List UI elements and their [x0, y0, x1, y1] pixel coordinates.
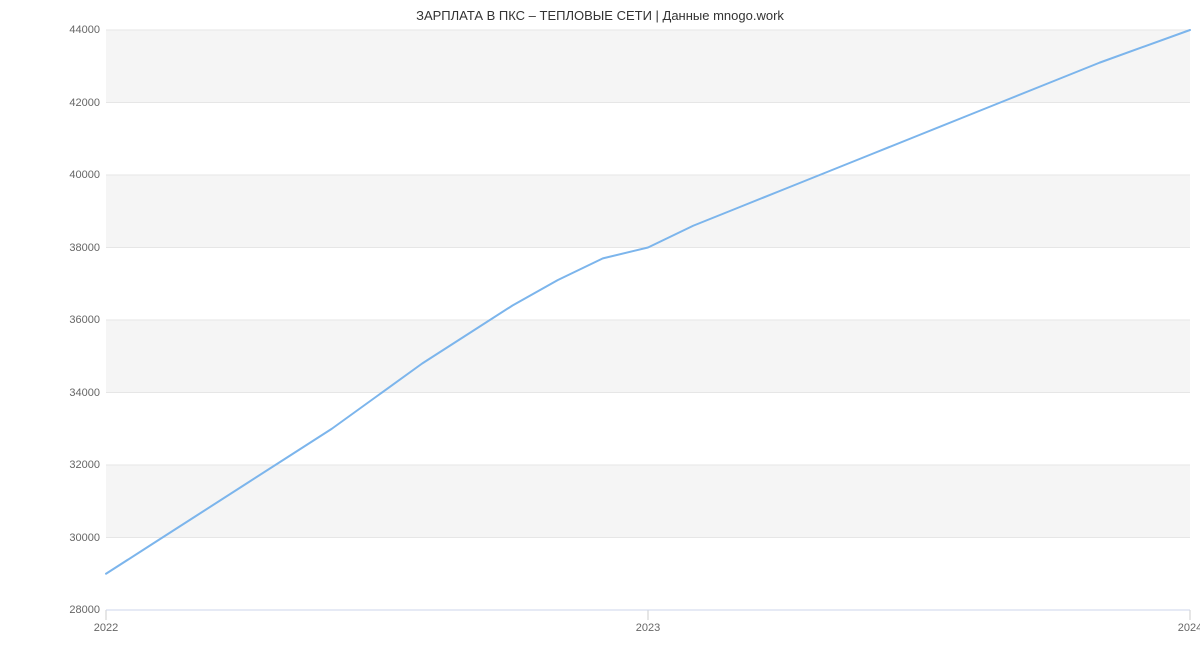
y-tick-label: 32000 — [0, 459, 106, 471]
x-tick-label: 2024 — [1178, 622, 1200, 634]
y-tick-label: 34000 — [0, 387, 106, 399]
chart-plot — [0, 0, 1200, 650]
y-tick-label: 40000 — [0, 169, 106, 181]
x-axis-labels: 2022 2023 2024 — [0, 622, 1200, 642]
y-tick-label: 38000 — [0, 242, 106, 254]
salary-chart: ЗАРПЛАТА В ПКС – ТЕПЛОВЫЕ СЕТИ | Данные … — [0, 0, 1200, 650]
x-tick-label: 2022 — [94, 622, 118, 634]
y-tick-label: 42000 — [0, 97, 106, 109]
y-tick-label: 30000 — [0, 532, 106, 544]
y-tick-label: 28000 — [0, 604, 106, 616]
y-axis-labels: 28000 30000 32000 34000 36000 38000 40000 42000… — [0, 0, 106, 650]
y-tick-label: 36000 — [0, 314, 106, 326]
x-tick-label: 2023 — [636, 622, 660, 634]
y-tick-label: 44000 — [0, 24, 106, 36]
